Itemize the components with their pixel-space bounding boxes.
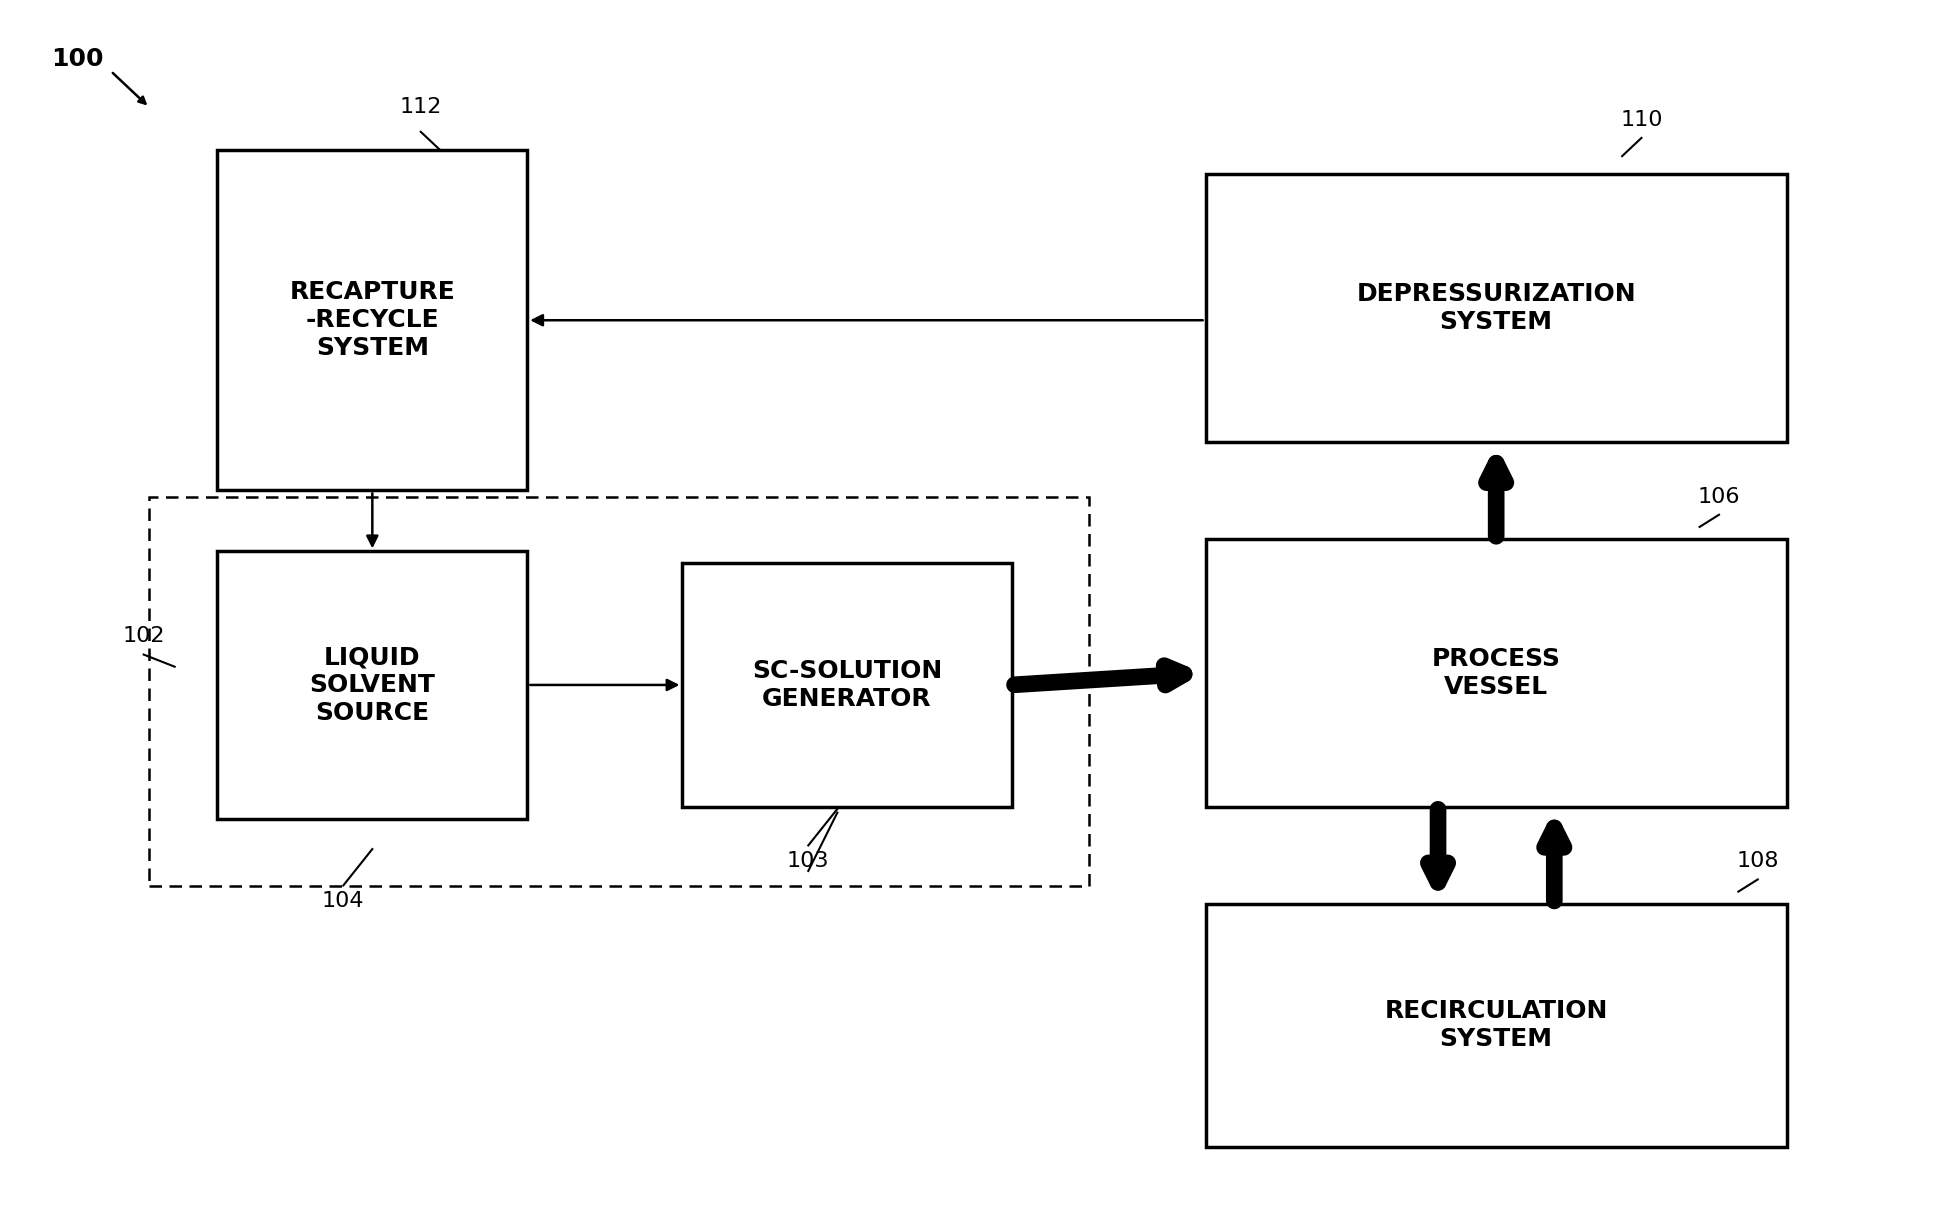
Bar	[218, 551, 527, 819]
Bar	[218, 151, 527, 491]
Bar	[1205, 903, 1786, 1147]
Text: 102: 102	[123, 627, 165, 646]
Bar	[150, 497, 1090, 885]
Text: SC-SOLUTION
GENERATOR: SC-SOLUTION GENERATOR	[751, 659, 942, 711]
Text: 100: 100	[51, 47, 103, 71]
Text: 110: 110	[1621, 110, 1662, 130]
Text: 103: 103	[786, 851, 829, 871]
Bar	[1205, 539, 1786, 807]
Text: PROCESS
VESSEL: PROCESS VESSEL	[1432, 646, 1561, 699]
Text: 106: 106	[1697, 486, 1740, 507]
Bar	[683, 563, 1012, 807]
Text: 108: 108	[1736, 851, 1779, 871]
Bar	[1205, 174, 1786, 442]
Text: LIQUID
SOLVENT
SOURCE: LIQUID SOLVENT SOURCE	[309, 645, 436, 725]
Text: RECAPTURE
-RECYCLE
SYSTEM: RECAPTURE -RECYCLE SYSTEM	[290, 280, 455, 360]
Text: 104: 104	[321, 891, 364, 912]
Text: 112: 112	[399, 98, 442, 118]
Text: DEPRESSURIZATION
SYSTEM: DEPRESSURIZATION SYSTEM	[1356, 283, 1637, 334]
Text: RECIRCULATION
SYSTEM: RECIRCULATION SYSTEM	[1384, 1000, 1607, 1051]
